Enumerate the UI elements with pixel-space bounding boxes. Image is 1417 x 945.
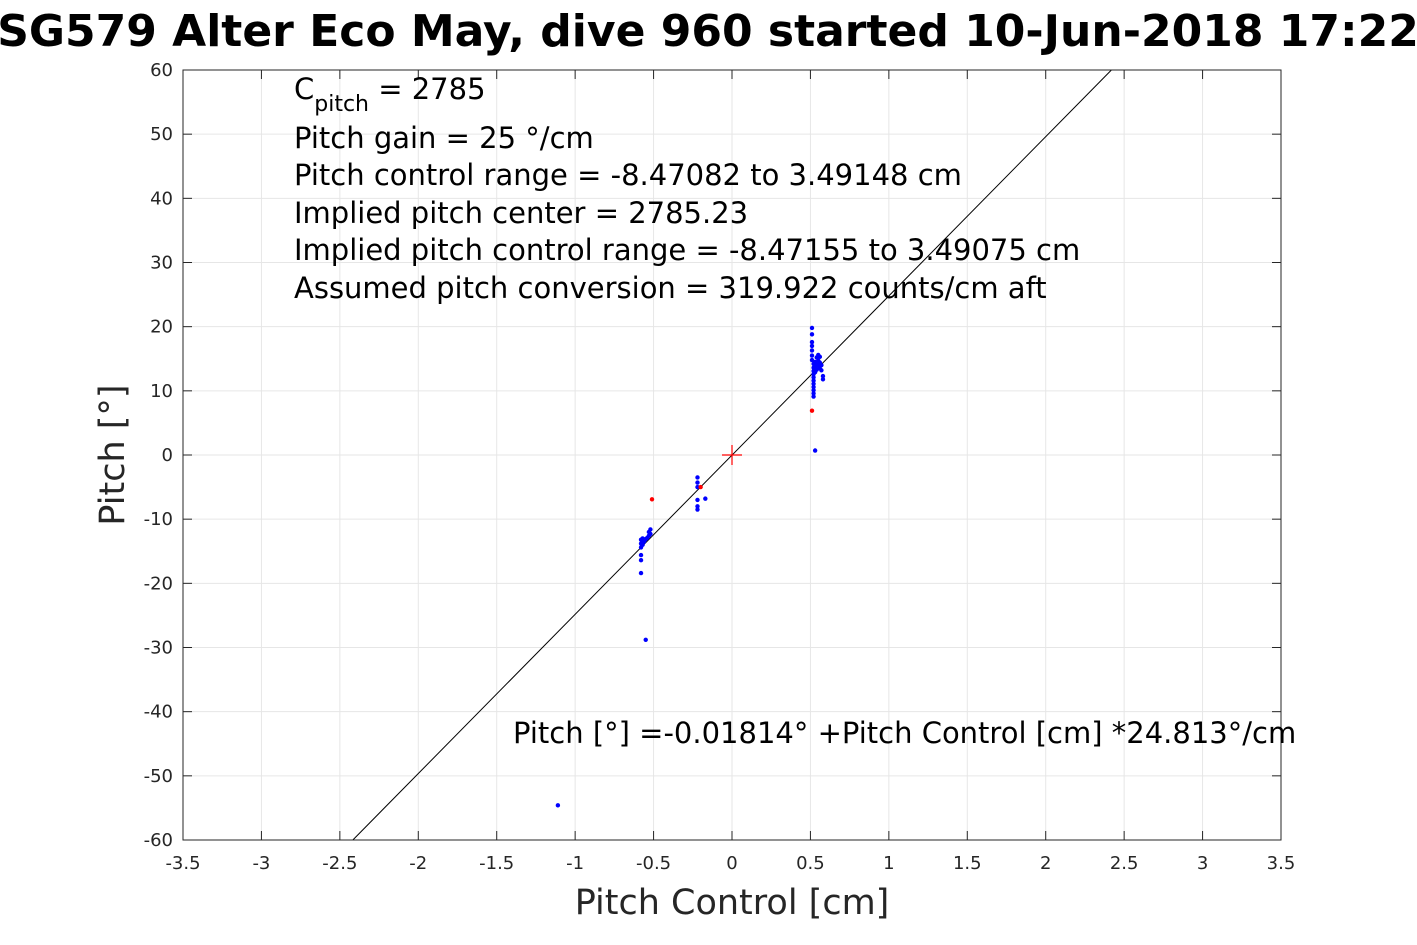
data-point (695, 480, 700, 485)
y-tick-label: -20 (144, 573, 173, 594)
y-tick-label: 0 (162, 445, 173, 466)
x-tick-label: 2 (1040, 853, 1051, 874)
c-pitch-main: C (294, 72, 314, 106)
x-tick-label: -3.5 (165, 853, 200, 874)
annotation-pitch-control-range: Pitch control range = -8.47082 to 3.4914… (294, 158, 962, 192)
x-tick-label: 3.5 (1267, 853, 1296, 874)
data-point (698, 484, 703, 490)
y-tick-label: 20 (150, 317, 173, 338)
data-point (817, 354, 823, 360)
center-cross-marker (722, 445, 742, 465)
data-point (703, 496, 708, 501)
x-tick-label: -0.5 (636, 853, 671, 874)
data-point (638, 558, 644, 563)
data-point (811, 394, 816, 399)
data-point (809, 353, 815, 358)
x-tick-label: -1.5 (479, 853, 514, 874)
y-tick-label: -50 (144, 766, 173, 787)
annotation-pitch-gain: Pitch gain = 25 °/cm (294, 121, 594, 155)
c-pitch-value: = 2785 (369, 72, 486, 106)
axis-ticks: -3.5 -3 -2.5 -2 -1.5 -1 -0.5 0 0.5 1 1.5 2 2.5 3 3.5 -6… (144, 60, 1296, 874)
y-tick-label: 30 (150, 253, 173, 274)
data-point (809, 408, 815, 413)
annotation-implied-pitch-control-range: Implied pitch control range = -8.47155 t… (294, 233, 1080, 267)
x-tick-label: 0 (726, 853, 737, 874)
data-point (811, 391, 816, 396)
y-tick-label: -40 (144, 702, 173, 723)
data-point (811, 375, 816, 380)
data-point (819, 368, 824, 373)
y-axis-label: Pitch [°] (93, 384, 133, 525)
fit-equation-label: Pitch [°] =-0.01814° +Pitch Control [cm]… (513, 716, 1296, 750)
x-tick-label: 2.5 (1110, 853, 1139, 874)
x-tick-label: -2.5 (322, 853, 357, 874)
x-tick-label: 0.5 (796, 853, 825, 874)
data-point (643, 637, 648, 642)
data-point (809, 343, 815, 349)
grid (182, 69, 1282, 841)
data-point (695, 484, 700, 490)
data-point (695, 507, 700, 512)
x-tick-label: -1 (566, 853, 584, 874)
annotation-assumed-pitch-conversion: Assumed pitch conversion = 319.922 count… (294, 271, 1047, 305)
data-point (648, 531, 653, 537)
y-tick-label: -30 (144, 638, 173, 659)
data-point (809, 339, 815, 345)
data-point (695, 475, 700, 480)
data-point (811, 381, 816, 386)
y-tick-label: 50 (150, 124, 173, 145)
data-point (812, 448, 818, 453)
x-axis-label: Pitch Control [cm] (575, 883, 890, 923)
x-tick-label: -2 (409, 853, 427, 874)
annotation-block: Cpitch = 2785 Pitch gain = 25 °/cm Pitch… (294, 72, 1080, 305)
annotation-c-pitch: Cpitch = 2785 (294, 72, 486, 117)
scatter-points (555, 325, 826, 808)
data-point (820, 377, 826, 382)
center-marker-layer (722, 445, 742, 465)
y-tick-label: 10 (150, 381, 173, 402)
y-tick-label: 60 (150, 60, 173, 81)
data-point (811, 378, 816, 383)
chart-title: SG579 Alter Eco May, dive 960 started 10… (0, 6, 1417, 57)
data-point (695, 504, 700, 509)
data-point (648, 527, 653, 532)
y-tick-label: 40 (150, 188, 173, 209)
y-tick-label: -10 (144, 509, 173, 530)
c-pitch-subscript: pitch (314, 92, 369, 117)
data-point (809, 332, 815, 337)
x-tick-label: 3 (1197, 853, 1208, 874)
data-point (638, 552, 644, 558)
x-tick-label: 1 (883, 853, 894, 874)
annotation-implied-pitch-center: Implied pitch center = 2785.23 (294, 196, 748, 230)
x-tick-label: 1.5 (953, 853, 982, 874)
data-point (811, 387, 816, 393)
data-point (649, 497, 655, 502)
data-point (819, 362, 824, 368)
data-point (811, 384, 816, 390)
data-point (809, 348, 815, 353)
x-tick-label: -3 (252, 853, 270, 874)
data-point (638, 570, 644, 576)
y-tick-label: -60 (144, 830, 173, 851)
data-point (555, 803, 561, 808)
data-point (695, 497, 700, 503)
data-point (809, 325, 815, 331)
data-point (820, 373, 826, 379)
